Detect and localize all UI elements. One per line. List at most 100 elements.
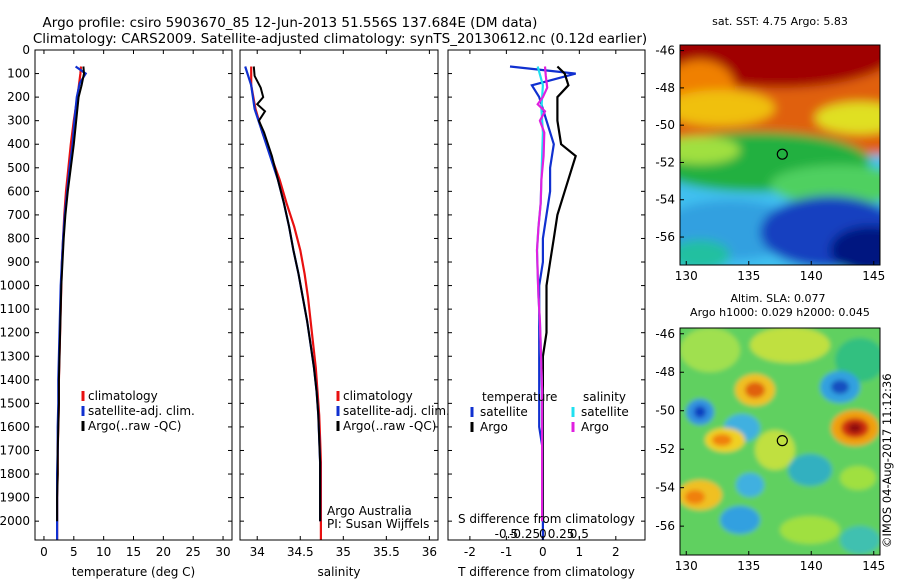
x-tick-label: -2 [464,545,476,559]
legend-label: Argo(..raw -QC) [343,419,436,433]
y-tick-label: 200 [7,90,30,104]
x-tick-label: 5 [70,545,78,559]
y-tick-label: 0 [22,43,30,57]
annotation-text: Argo Australia [327,504,412,518]
credit-text: ©IMOS 04-Aug-2017 11:12:36 [880,373,894,548]
legend-label: satellite [480,405,528,419]
series-line-climatology [250,66,322,540]
top-x-tick-label: -0.5 [495,527,518,541]
plot-frame [34,49,233,541]
y-tick-label: 500 [7,161,30,175]
y-tick-label: 1100 [0,302,30,316]
legend-label: Argo [480,420,508,434]
map-x-tick-label: 130 [675,269,698,283]
legend-label: satellite-adj. clim. [343,404,450,418]
map-y-tick-label: -48 [655,365,675,379]
map-y-tick-label: -46 [655,327,675,341]
x-tick-label: 30 [215,545,230,559]
plot-frame [447,49,646,541]
x-tick-label: 1 [576,545,584,559]
x-tick-label: -1 [500,545,512,559]
y-tick-label: 400 [7,137,30,151]
y-tick-label: 1600 [0,420,30,434]
series-line-argo-raw-qc- [252,66,322,522]
y-tick-label: 1900 [0,491,30,505]
temperature-panel: 0 5 10 15 20 25 30 temperature (deg C) 0 100 200 30… [0,43,233,579]
legend-label: Argo [581,420,609,434]
top-x-axis-label: S difference from climatology [458,512,635,526]
x-tick-label: 15 [126,545,141,559]
x-axis-label: salinity [317,565,360,579]
x-tick-label: 35.5 [373,545,400,559]
y-tick-label: 1200 [0,326,30,340]
plot-frame [239,49,439,541]
y-tick-label: 1700 [0,443,30,457]
sst-map: sat. SST: 4.75 Argo: 5.83 130 135 140 145 -4… [655,15,885,283]
series-line-t-argo [541,65,577,522]
top-x-tick-label: 0 [539,527,547,541]
sla-map-title-1: Altim. SLA: 0.077 [730,292,825,305]
map-x-tick-label: 145 [862,559,885,573]
map-y-tick-label: -56 [655,230,675,244]
y-tick-label: 100 [7,67,30,81]
sst-field [680,45,880,265]
map-x-tick-label: 140 [800,269,823,283]
x-tick-label: 2 [612,545,620,559]
sst-map-title: sat. SST: 4.75 Argo: 5.83 [712,15,848,28]
map-y-tick-label: -46 [655,44,675,58]
x-axis-label: temperature (deg C) [72,565,195,579]
legend-label: satellite-adj. clim. [88,404,195,418]
series-line-s-argo [535,66,549,522]
difference-panel: -2 -1 0 1 2 T difference from climatology temp… [447,49,646,579]
y-tick-label: 900 [7,255,30,269]
top-x-tick-label: 0.25 [548,527,575,541]
series-line-satellite-adj-clim- [244,66,322,522]
map-x-tick-label: 145 [862,269,885,283]
sla-float-marker [776,435,788,447]
map-y-tick-label: -52 [655,155,675,169]
x-tick-label: 36 [422,545,437,559]
salinity-panel: 34 34.5 35 35.5 36 salinity climatologysatelli… [239,49,450,579]
map-y-tick-label: -52 [655,442,675,456]
y-tick-label: 1400 [0,373,30,387]
top-x-tick-label: -0.25 [509,527,540,541]
x-tick-label: 34.5 [287,545,314,559]
map-y-tick-label: -50 [655,404,675,418]
map-x-tick-label: 135 [737,269,760,283]
x-tick-label: 0 [40,545,48,559]
y-tick-label: 800 [7,231,30,245]
legend-label: climatology [88,389,158,403]
legend-label: Argo(..raw -QC) [88,419,181,433]
map-y-tick-label: -56 [655,519,675,533]
y-tick-label: 1800 [0,467,30,481]
x-tick-label: 35 [336,545,351,559]
legend-group-title: salinity [583,390,626,404]
sla-map: Altim. SLA: 0.077 Argo h1000: 0.029 h200… [655,292,885,573]
sst-float-marker [776,148,788,160]
x-axis-label: T difference from climatology [457,565,635,579]
map-y-tick-label: -50 [655,118,675,132]
map-y-tick-label: -54 [655,481,675,495]
legend-label: climatology [343,389,413,403]
x-tick-label: 25 [186,545,201,559]
y-tick-label: 2000 [0,514,30,528]
annotation-text: PI: Susan Wijffels [327,517,429,531]
y-tick-label: 1300 [0,349,30,363]
y-tick-label: 600 [7,184,30,198]
x-tick-label: 20 [156,545,171,559]
sla-map-title-2: Argo h1000: 0.029 h2000: 0.045 [690,306,870,319]
y-tick-label: 300 [7,114,30,128]
series-line-argo-raw-qc- [56,66,86,522]
x-tick-label: 10 [96,545,111,559]
sla-field [680,328,880,555]
map-x-tick-label: 130 [675,559,698,573]
y-tick-label: 1000 [0,279,30,293]
y-tick-label: 1500 [0,396,30,410]
y-tick-label: 700 [7,208,30,222]
map-x-tick-label: 135 [737,559,760,573]
x-tick-label: 34 [250,545,265,559]
map-x-tick-label: 140 [800,559,823,573]
header-line-2: Climatology: CARS2009. Satellite-adjuste… [33,31,647,47]
legend-group-title: temperature [482,390,557,404]
